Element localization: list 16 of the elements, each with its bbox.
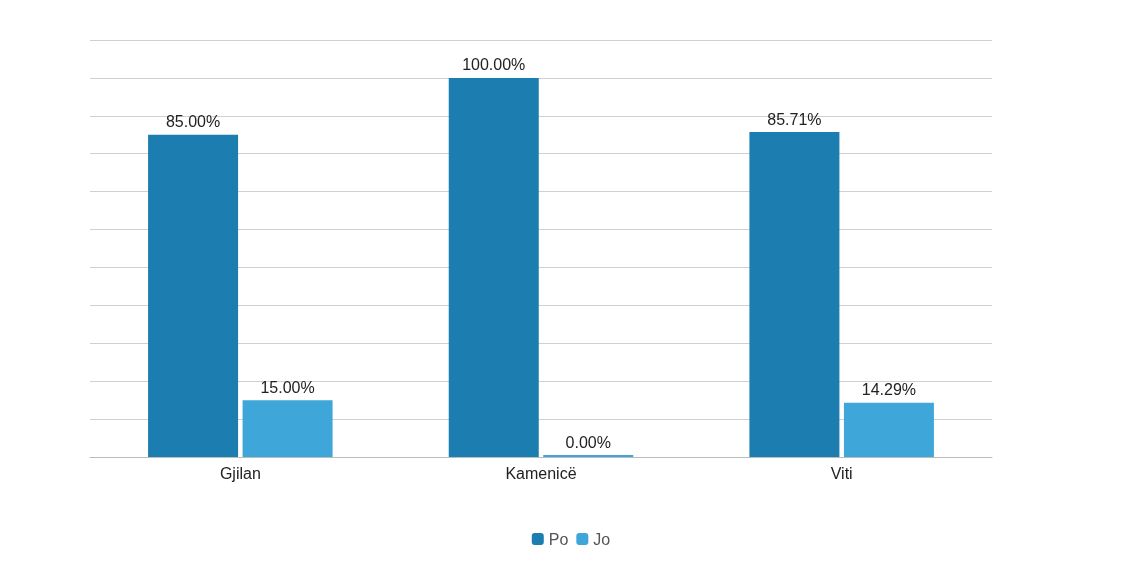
data-label: 15.00% <box>260 378 315 396</box>
data-label: 100.00% <box>462 56 526 74</box>
bar <box>242 400 333 457</box>
data-label: 85.00% <box>165 113 221 131</box>
data-label: 0.00% <box>565 433 611 451</box>
legend-label: Po <box>548 530 569 548</box>
x-tick-label: Gjilan <box>219 464 261 482</box>
x-tick-label: Viti <box>830 464 853 482</box>
data-label: 14.29% <box>861 381 917 399</box>
bar <box>843 402 934 457</box>
x-tick-label: Kamenicë <box>505 464 577 482</box>
bar <box>448 77 539 457</box>
bar <box>749 132 840 457</box>
bar <box>148 134 239 457</box>
legend-label: Jo <box>593 530 611 548</box>
data-label: 85.71% <box>767 110 822 128</box>
